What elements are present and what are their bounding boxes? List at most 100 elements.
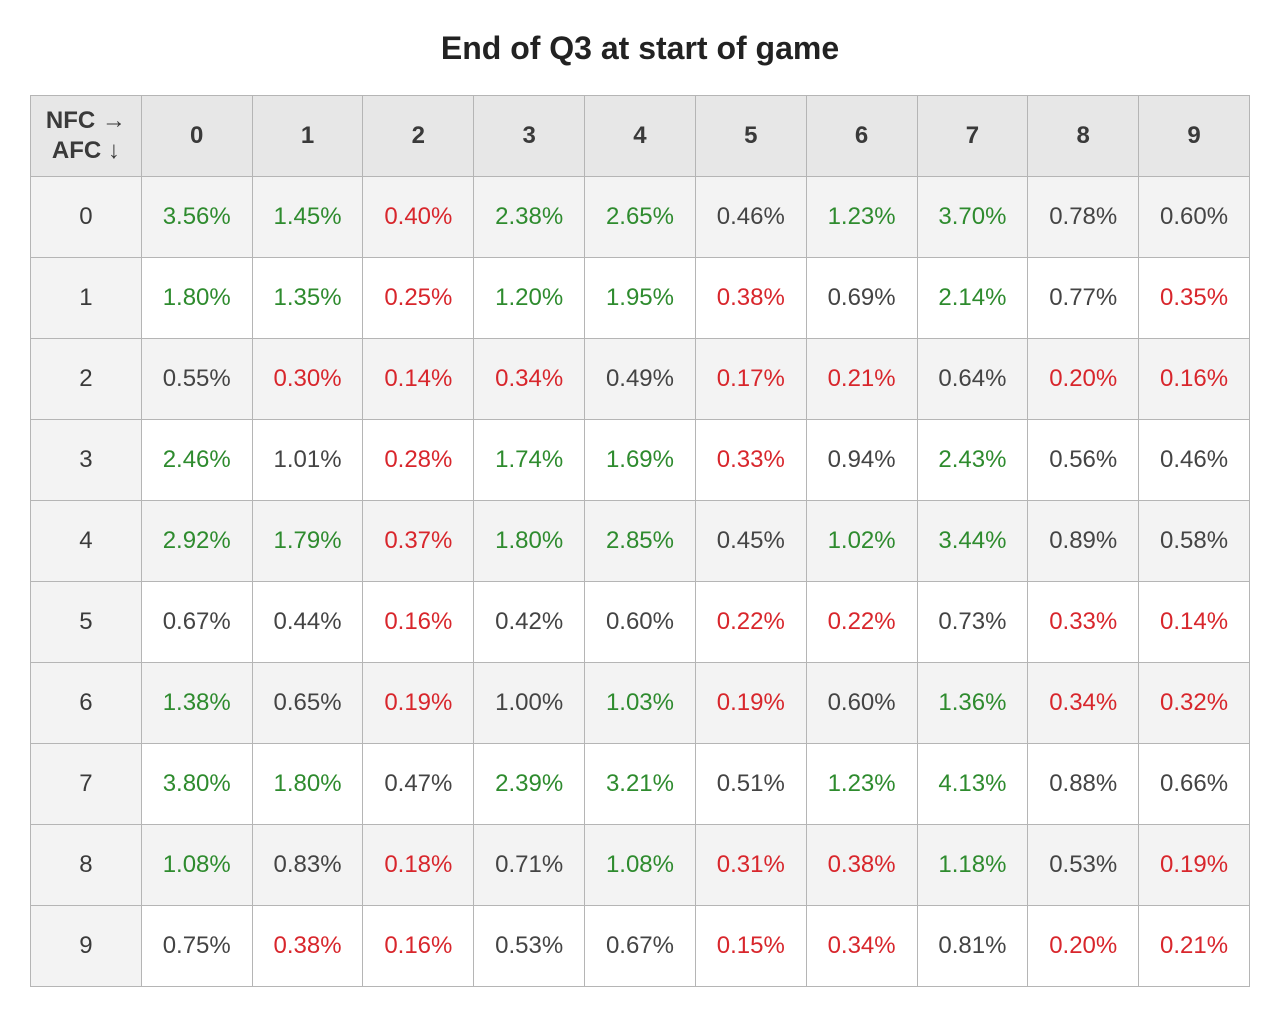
cell-value: 0.19%: [384, 689, 452, 716]
col-header: 8: [1028, 96, 1139, 177]
data-cell: 2.38%: [474, 177, 585, 258]
cell-value: 1.23%: [828, 203, 896, 230]
data-cell: 0.60%: [806, 663, 917, 744]
cell-value: 0.78%: [1049, 203, 1117, 230]
data-cell: 1.69%: [585, 420, 696, 501]
cell-value: 0.15%: [717, 932, 785, 959]
cell-value: 0.37%: [384, 527, 452, 554]
header-row: NFC → AFC ↓ 0 1 2 3 4 5 6 7 8 9: [31, 96, 1250, 177]
col-header: 6: [806, 96, 917, 177]
table-row: 50.67%0.44%0.16%0.42%0.60%0.22%0.22%0.73…: [31, 582, 1250, 663]
data-cell: 0.16%: [363, 906, 474, 987]
cell-value: 1.20%: [495, 284, 563, 311]
cell-value: 1.79%: [274, 527, 342, 554]
cell-value: 0.22%: [717, 608, 785, 635]
data-cell: 0.44%: [252, 582, 363, 663]
data-cell: 1.79%: [252, 501, 363, 582]
cell-value: 2.65%: [606, 203, 674, 230]
cell-value: 0.22%: [828, 608, 896, 635]
data-cell: 0.56%: [1028, 420, 1139, 501]
data-cell: 1.23%: [806, 744, 917, 825]
data-cell: 0.38%: [806, 825, 917, 906]
table-row: 03.56%1.45%0.40%2.38%2.65%0.46%1.23%3.70…: [31, 177, 1250, 258]
cell-value: 0.83%: [274, 851, 342, 878]
data-cell: 0.30%: [252, 339, 363, 420]
col-header: 3: [474, 96, 585, 177]
col-header: 5: [695, 96, 806, 177]
cell-value: 0.73%: [938, 608, 1006, 635]
cell-value: 2.38%: [495, 203, 563, 230]
row-header: 0: [31, 177, 142, 258]
data-cell: 0.20%: [1028, 906, 1139, 987]
data-cell: 0.94%: [806, 420, 917, 501]
cell-value: 0.88%: [1049, 770, 1117, 797]
data-cell: 0.78%: [1028, 177, 1139, 258]
cell-value: 0.49%: [606, 365, 674, 392]
cell-value: 1.80%: [274, 770, 342, 797]
page-title: End of Q3 at start of game: [30, 30, 1250, 67]
cell-value: 0.65%: [274, 689, 342, 716]
cell-value: 0.19%: [1160, 851, 1228, 878]
cell-value: 0.21%: [1160, 932, 1228, 959]
data-cell: 2.39%: [474, 744, 585, 825]
data-cell: 0.66%: [1139, 744, 1250, 825]
cell-value: 0.38%: [274, 932, 342, 959]
row-header: 6: [31, 663, 142, 744]
cell-value: 1.23%: [828, 770, 896, 797]
cell-value: 1.02%: [828, 527, 896, 554]
probability-table: NFC → AFC ↓ 0 1 2 3 4 5 6 7 8 9 03.56% 1.…: [30, 95, 1250, 987]
data-cell: 2.43%: [917, 420, 1028, 501]
data-cell: 0.58%: [1139, 501, 1250, 582]
data-cell: 0.81%: [917, 906, 1028, 987]
row-header: 5: [31, 582, 142, 663]
cell-value: 0.33%: [717, 446, 785, 473]
cell-value: 0.47%: [384, 770, 452, 797]
cell-value: 0.45%: [717, 527, 785, 554]
cell-value: 1.00%: [495, 689, 563, 716]
data-cell: 0.14%: [363, 339, 474, 420]
data-cell: 0.89%: [1028, 501, 1139, 582]
cell-value: 0.16%: [384, 608, 452, 635]
cell-value: 0.16%: [1160, 365, 1228, 392]
cell-value: 2.39%: [495, 770, 563, 797]
data-cell: 0.19%: [1139, 825, 1250, 906]
data-cell: 0.18%: [363, 825, 474, 906]
cell-value: 0.69%: [828, 284, 896, 311]
data-cell: 0.21%: [1139, 906, 1250, 987]
data-cell: 0.33%: [695, 420, 806, 501]
cell-value: 0.77%: [1049, 284, 1117, 311]
data-cell: 0.16%: [363, 582, 474, 663]
cell-value: 1.35%: [274, 284, 342, 311]
cell-value: 0.30%: [274, 365, 342, 392]
cell-value: 0.60%: [606, 608, 674, 635]
data-cell: 0.22%: [695, 582, 806, 663]
data-cell: 1.74%: [474, 420, 585, 501]
data-cell: 0.14%: [1139, 582, 1250, 663]
cell-value: 3.44%: [938, 527, 1006, 554]
data-cell: 0.22%: [806, 582, 917, 663]
cell-value: 1.80%: [163, 284, 231, 311]
data-cell: 2.14%: [917, 258, 1028, 339]
corner-line-afc: AFC ↓: [32, 136, 140, 166]
cell-value: 3.21%: [606, 770, 674, 797]
cell-value: 2.85%: [606, 527, 674, 554]
cell-value: 0.18%: [384, 851, 452, 878]
data-cell: 1.08%: [141, 825, 252, 906]
cell-value: 0.33%: [1049, 608, 1117, 635]
data-cell: 4.13%: [917, 744, 1028, 825]
cell-value: 0.58%: [1160, 527, 1228, 554]
cell-value: 0.67%: [606, 932, 674, 959]
data-cell: 0.55%: [141, 339, 252, 420]
cell-value: 0.17%: [717, 365, 785, 392]
row-header: 2: [31, 339, 142, 420]
data-cell: 0.53%: [1028, 825, 1139, 906]
data-cell: 3.56%: [141, 177, 252, 258]
cell-value: 0.34%: [495, 365, 563, 392]
cell-value: 1.74%: [495, 446, 563, 473]
data-cell: 0.71%: [474, 825, 585, 906]
data-cell: 0.32%: [1139, 663, 1250, 744]
cell-value: 0.51%: [717, 770, 785, 797]
cell-value: 1.03%: [606, 689, 674, 716]
data-cell: 1.02%: [806, 501, 917, 582]
data-cell: 1.03%: [585, 663, 696, 744]
